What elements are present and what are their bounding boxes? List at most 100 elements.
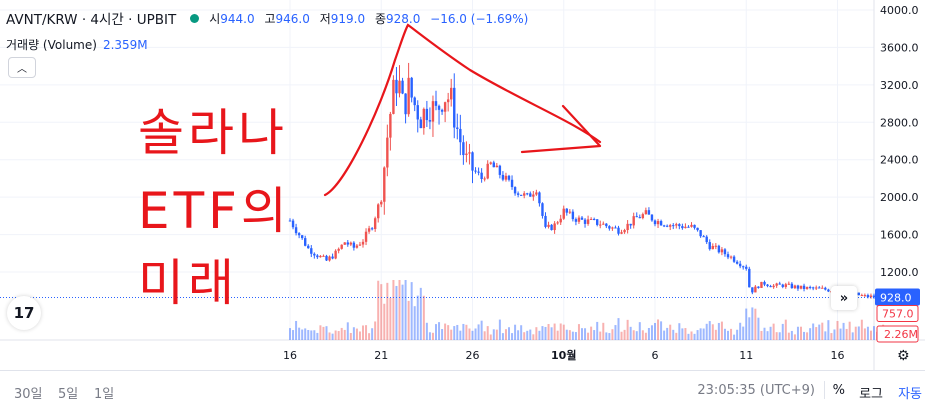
volume-bar (775, 332, 778, 340)
volume-bar (471, 330, 474, 340)
candle-body (629, 223, 632, 226)
candle-body (334, 250, 337, 259)
chart-settings-gear-icon[interactable]: ⚙ (897, 348, 910, 364)
range-5d-button[interactable]: 5일 (58, 387, 79, 402)
volume-bar (422, 295, 425, 340)
candle-body (386, 137, 389, 168)
candle-body (523, 193, 526, 196)
symbol-title[interactable]: AVNT/KRW · 4시간 · UPBIT (6, 12, 177, 28)
price-tick-label: 4000.0 (880, 4, 919, 17)
volume-bar (657, 319, 660, 340)
volume-bar (477, 324, 480, 340)
candle-body (462, 142, 465, 156)
volume-bar (742, 326, 745, 340)
auto-scale-button[interactable]: 자동 (898, 387, 922, 402)
candle-body (669, 225, 672, 227)
candle-body (459, 128, 462, 143)
current-price-tag (875, 288, 920, 306)
toolbar-divider (824, 381, 825, 399)
volume-bar (349, 332, 352, 340)
volume-bar (504, 329, 507, 340)
volume-bar (714, 329, 717, 340)
volume-bar (705, 323, 708, 340)
candle-body (401, 80, 404, 94)
volume-bar (581, 328, 583, 340)
log-scale-button[interactable]: 로그 (859, 387, 883, 402)
volume-bar (517, 330, 520, 340)
candle-body (434, 101, 438, 106)
volume-bar (669, 324, 672, 340)
volume-bar (514, 324, 517, 340)
price-tick-label: 1600.0 (880, 229, 919, 242)
volume-bar (821, 322, 824, 340)
candle-body (373, 218, 377, 229)
high-label: 고 (264, 11, 276, 26)
volume-bar (851, 332, 854, 340)
candle-body (614, 227, 617, 229)
volume-bar (660, 321, 663, 340)
candle-body (784, 284, 787, 287)
volume-bar (532, 334, 535, 340)
volume-bar (760, 330, 763, 340)
volume-bar (304, 328, 307, 340)
volume-bar (371, 328, 374, 340)
candle-body (331, 256, 334, 259)
volume-bar (584, 328, 587, 340)
volume-bar (389, 297, 392, 340)
volume-bar (541, 326, 544, 340)
scroll-to-realtime-button[interactable]: » (831, 286, 857, 310)
candle-body (443, 102, 447, 112)
trend-arrow-stroke (323, 23, 602, 197)
volume-bar (754, 308, 757, 340)
time-tick-label: 16 (283, 349, 297, 362)
candle-body (380, 201, 383, 205)
range-30d-button[interactable]: 30일 (14, 387, 43, 402)
candle-body (699, 230, 702, 237)
clock-readout[interactable]: 23:05:35 (UTC+9) (697, 383, 815, 398)
time-tick-label: 10월 (551, 348, 576, 362)
candle-body (428, 120, 432, 122)
chevron-up-icon: ︿ (17, 64, 27, 75)
volume-bar (483, 331, 486, 340)
volume-bar (386, 282, 389, 340)
volume-bar (346, 322, 349, 340)
volume-bar (830, 333, 833, 340)
volume-bar (696, 330, 699, 340)
candle-body (754, 286, 757, 293)
candle-body (665, 225, 669, 227)
candle-body (377, 204, 380, 219)
candle-body (623, 230, 626, 233)
volume-bar (459, 330, 462, 340)
range-1d-button[interactable]: 1일 (94, 387, 115, 402)
volume-bar (678, 323, 681, 340)
volume-bar (331, 333, 334, 340)
candle-body (471, 152, 474, 171)
candle-body (860, 295, 864, 297)
volume-bar (444, 323, 447, 340)
candle-body (866, 295, 870, 298)
candle-body (738, 263, 742, 267)
candle-body (310, 248, 313, 254)
volume-bar (553, 323, 556, 340)
volume-bar (839, 328, 842, 340)
candle-body (796, 285, 800, 289)
volume-bar (328, 332, 331, 340)
volume-bar (298, 327, 301, 340)
candle-body (811, 287, 815, 289)
collapse-legend-button[interactable]: ︿ (8, 57, 36, 78)
tradingview-logo-icon[interactable]: 17 (7, 296, 41, 330)
double-chevron-right-icon: » (839, 290, 849, 306)
candle-body (766, 284, 769, 287)
volume-bar (605, 332, 608, 340)
percent-scale-button[interactable]: % (832, 383, 845, 398)
candle-body (319, 255, 322, 258)
time-tick-label: 26 (466, 349, 480, 362)
volume-bar (815, 327, 818, 340)
bottom-toolbar: 30일 5일 1일 23:05:35 (UTC+9) % 로그 자동 (0, 370, 925, 407)
volume-bar (730, 328, 733, 340)
candle-body (580, 217, 584, 220)
volume-bar (693, 333, 696, 340)
candle-body (550, 224, 553, 231)
